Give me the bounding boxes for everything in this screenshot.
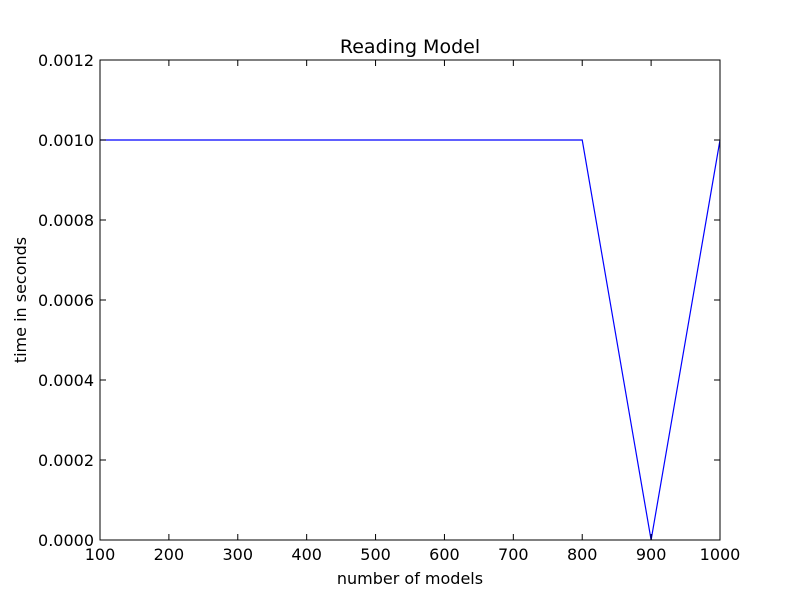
x-tick-label: 200 [154,545,185,564]
y-tick-label: 0.0006 [38,291,94,310]
chart-title: Reading Model [340,36,480,58]
x-tick-label: 1000 [700,545,741,564]
x-tick-label: 800 [567,545,598,564]
y-tick-label: 0.0000 [38,531,94,550]
series-line-0 [100,139,721,541]
y-tick-label: 0.0004 [38,371,94,390]
x-axis-label: number of models [337,569,483,588]
plot-frame [99,59,721,541]
x-tick-label: 900 [636,545,667,564]
x-tick-label: 500 [360,545,391,564]
x-tick-label: 400 [291,545,322,564]
y-tick-label: 0.0012 [38,51,94,70]
x-tick-label: 100 [85,545,116,564]
x-tick-label: 300 [223,545,254,564]
plot-area: 100 200 300 400 500 600 700 800 900 1000 0.0000 0.0… [38,51,740,564]
y-tick-label: 0.0008 [38,211,94,230]
y-axis-label: time in seconds [11,237,30,363]
y-tick-label: 0.0010 [38,131,94,150]
x-tick-label: 700 [498,545,529,564]
y-tick-label: 0.0002 [38,451,94,470]
x-tick-label: 600 [429,545,460,564]
